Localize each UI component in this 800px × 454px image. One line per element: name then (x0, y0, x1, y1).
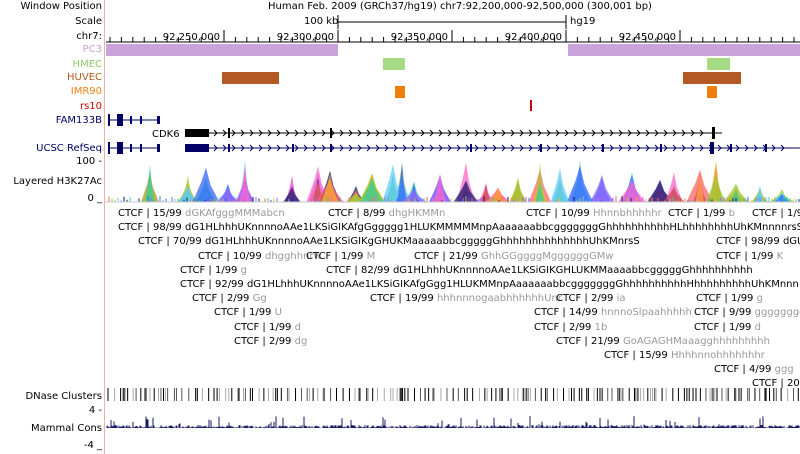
ctcf-item[interactable]: CTCF | 1/99 b (668, 208, 735, 219)
tick-label: 92,400,000 (505, 32, 562, 43)
tick-label: 92,300,000 (277, 32, 334, 43)
ctcf-item[interactable]: CTCF | 4/99 ggg (714, 364, 794, 376)
ctcf-item[interactable]: CTCF | 15/99 Hhhhnnohhhhhhhr (604, 350, 765, 361)
track-label-pc3[interactable]: PC3 (82, 44, 102, 55)
track-label-fam133b[interactable]: FAM133B (55, 115, 102, 126)
scale-label: Scale (75, 16, 102, 27)
ctcf-item[interactable]: CTCF | 10/99 Hhnnbhhhhhr (526, 208, 662, 219)
ctcf-item[interactable]: CTCF | 19/99 hhhnnnogaabhhhhhhUnr (370, 293, 562, 305)
tick-label: 92,350,000 (391, 32, 448, 43)
assembly-text: hg19 (570, 16, 596, 27)
imr90-region-2[interactable] (707, 86, 717, 98)
imr90-region-1[interactable] (395, 86, 405, 98)
h3k27ac-signal[interactable] (105, 159, 800, 202)
pc3-region-2[interactable] (568, 44, 800, 56)
ctcf-item[interactable]: CTCF | 98/99 dGUnnAA (716, 236, 800, 248)
tick-label: 92,450,000 (619, 32, 676, 43)
ctcf-item[interactable]: CTCF | 2/99 ia (556, 293, 626, 305)
ctcf-item[interactable]: CTCF | 70/99 dG1HLhhhUKnnnnoAAe1LKSiGIKg… (138, 236, 640, 248)
scale-text: 100 kb (304, 16, 339, 27)
huvec-region-2[interactable] (683, 72, 741, 84)
ctcf-item[interactable]: CTCF | 8/99 dhgHKMMn (328, 208, 446, 219)
ctcf-item[interactable]: CTCF | 1/99 d (694, 321, 761, 333)
ctcf-item[interactable]: CTCF | 1/99 K (716, 250, 784, 262)
ctcf-item[interactable]: CTCF | 1/99 M (306, 250, 376, 262)
track-label-h3k27ac[interactable]: Layered H3K27Ac (13, 176, 102, 187)
ctcf-item[interactable]: CTCF | 1/99 g (180, 264, 247, 276)
window-position-label: Window Position (20, 1, 102, 12)
ctcf-item[interactable]: CTCF | 1/99 U (214, 307, 282, 319)
ctcf-item[interactable]: CTCF | 1/99 g (696, 293, 763, 305)
hmec-region-1[interactable] (383, 58, 405, 70)
cons-max: 4 - (88, 405, 102, 416)
track-label-imr90[interactable]: IMR90 (70, 86, 102, 97)
ctcf-item[interactable]: CTCF | 1/9 (752, 208, 800, 219)
ctcf-item[interactable]: CTCF | 82/99 dG1HLhhhUKnnnnoAAe1LKSiGIKG… (326, 264, 753, 276)
ctcf-item[interactable]: CTCF | 15/99 dGKAfgggMMMabcn (118, 208, 285, 219)
window-position-text: Human Feb. 2009 (GRCh37/hg19) chr7:92,20… (268, 1, 652, 12)
ctcf-item[interactable]: CTCF | 20 (752, 378, 800, 390)
refseq-genes[interactable] (108, 142, 800, 154)
h3k27ac-min: 0 _ (87, 193, 102, 204)
ctcf-item[interactable]: CTCF | 1/99 d (234, 321, 301, 333)
scale-bar (337, 15, 567, 29)
h3k27ac-max: 100 - (76, 156, 102, 167)
ctcf-item[interactable]: CTCF | 2/99 dg (234, 335, 308, 347)
track-label-rs10[interactable]: rs10 (79, 101, 102, 112)
cdk6-label: CDK6 (152, 129, 180, 140)
ctcf-item[interactable]: CTCF | 98/99 dG1HLhhhUKnnnnoAAe1LKSiGIKA… (118, 222, 800, 234)
hmec-region-2[interactable] (707, 58, 730, 70)
track-label-refseq[interactable]: UCSC RefSeq (36, 143, 102, 154)
pc3-region-1[interactable] (106, 44, 338, 56)
track-label-dnase[interactable]: DNase Clusters (25, 391, 102, 402)
ctcf-item[interactable]: CTCF | 92/99 dG1HLhhhUKnnnnoAAe1LKSiGIKA… (180, 279, 799, 290)
fam133b-gene[interactable] (108, 114, 160, 126)
ctcf-item[interactable]: CTCF | 10/99 dhgghhnrw (198, 250, 322, 262)
mammal-cons-signal[interactable] (105, 416, 800, 428)
ctcf-item[interactable]: CTCF | 2/99 1b (534, 321, 608, 333)
ctcf-item[interactable]: CTCF | 21/99 GoAGAGHMaaagghhhhhhhhh (556, 335, 770, 347)
huvec-region-1[interactable] (222, 72, 279, 84)
cons-min: -4 _ (83, 440, 102, 451)
tick-label: 92,250,000 (163, 32, 220, 43)
chrom-ruler: 92,250,000 92,300,000 92,350,000 92,400,000… (106, 30, 800, 43)
track-label-hmec[interactable]: HMEC (72, 59, 102, 70)
rs10-snp[interactable] (530, 100, 532, 111)
cdk6-gene[interactable] (185, 127, 722, 139)
ctcf-item[interactable]: CTCF | 14/99 hnnnoSlpaahhhhh (534, 307, 692, 319)
side-divider (104, 0, 105, 454)
ctcf-item[interactable]: CTCF | 2/99 Gg (192, 293, 267, 305)
ctcf-item[interactable]: CTCF | 21/99 GhhGGggggMggggggGMw (414, 250, 614, 262)
track-label-cons[interactable]: Mammal Cons (31, 423, 102, 434)
track-label-huvec[interactable]: HUVEC (67, 72, 102, 83)
chrom-label: chr7: (76, 31, 102, 42)
dnase-clusters[interactable] (107, 388, 799, 401)
ctcf-item[interactable]: CTCF | 9/99 ggggggggg (694, 307, 800, 319)
